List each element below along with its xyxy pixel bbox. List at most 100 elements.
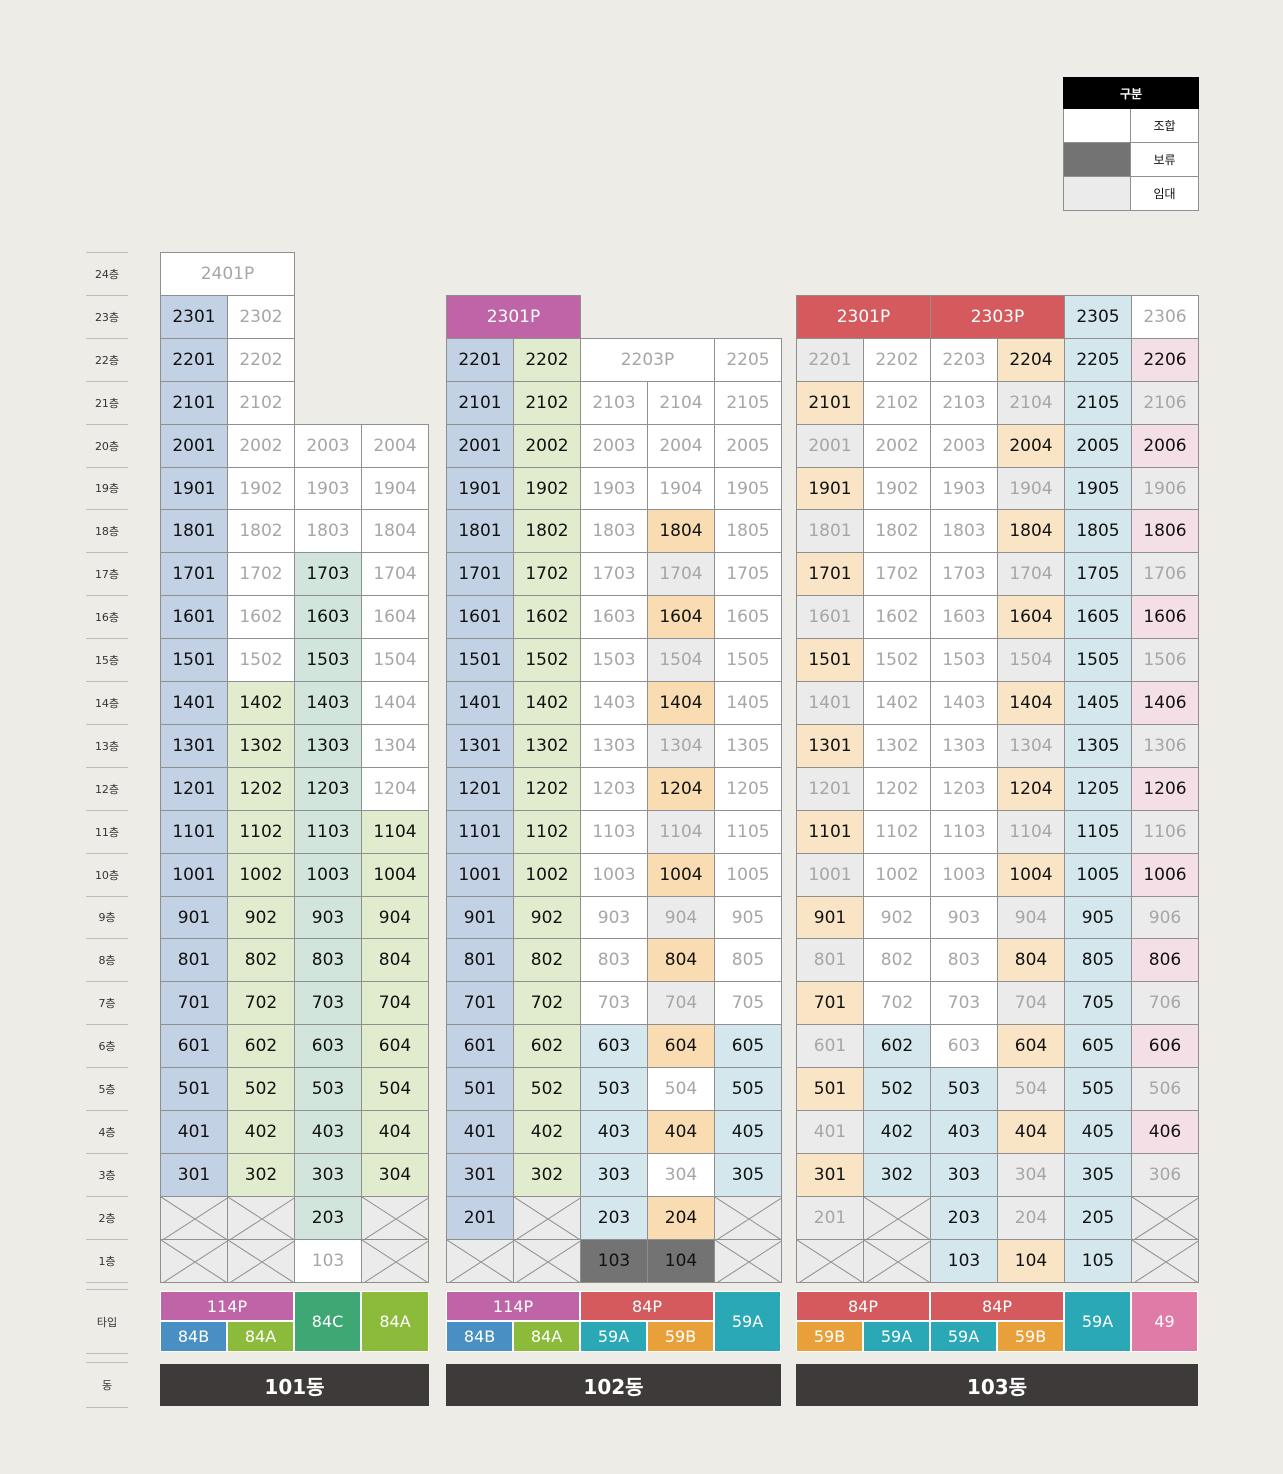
unit-103-1901: 1901: [796, 467, 864, 510]
unit-102-905: 905: [714, 896, 782, 939]
unit-103-704: 704: [997, 981, 1065, 1025]
unit-101-1404: 1404: [361, 681, 429, 725]
unavailable-cell: [513, 1196, 581, 1240]
unit-103-602: 602: [863, 1024, 931, 1068]
unit-103-2103: 2103: [930, 381, 998, 425]
unit-103-504: 504: [997, 1067, 1065, 1111]
unit-103-104: 104: [997, 1239, 1065, 1283]
unit-103-806: 806: [1131, 938, 1199, 982]
floor-divider: [86, 1362, 128, 1363]
unit-101-1801: 1801: [160, 509, 228, 553]
unit-101-2302: 2302: [227, 295, 295, 339]
unit-103-1103: 1103: [930, 810, 998, 854]
unit-103-2006: 2006: [1131, 424, 1199, 468]
unit-103-2002: 2002: [863, 424, 931, 468]
type-cell: 84B: [160, 1321, 227, 1352]
unit-102-602: 602: [513, 1024, 581, 1068]
unit-101-2401P: 2401P: [160, 252, 295, 296]
unit-103-1503: 1503: [930, 638, 998, 682]
unit-103-2201: 2201: [796, 338, 864, 382]
unavailable-cell: [160, 1196, 228, 1240]
unit-101-303: 303: [294, 1153, 362, 1197]
unit-103-1005: 1005: [1064, 853, 1132, 897]
unit-101-1504: 1504: [361, 638, 429, 682]
unit-103-2005: 2005: [1064, 424, 1132, 468]
floor-divider: [86, 1289, 128, 1290]
unit-101-1803: 1803: [294, 509, 362, 553]
unit-103-1606: 1606: [1131, 595, 1199, 639]
type-cell: 59B: [796, 1321, 863, 1352]
unavailable-cell: [227, 1239, 295, 1283]
unit-103-506: 506: [1131, 1067, 1199, 1111]
unit-103-1806: 1806: [1131, 509, 1199, 553]
unit-103-2306: 2306: [1131, 295, 1199, 339]
unit-102-605: 605: [714, 1024, 782, 1068]
unit-103-404: 404: [997, 1110, 1065, 1154]
unit-101-704: 704: [361, 981, 429, 1025]
unit-103-505: 505: [1064, 1067, 1132, 1111]
unit-103-1704: 1704: [997, 552, 1065, 596]
unavailable-cell: [714, 1196, 782, 1240]
type-cell: 84A: [227, 1321, 294, 1352]
unit-102-1604: 1604: [647, 595, 715, 639]
legend-swatch-reserved: [1064, 143, 1131, 176]
unit-101-1401: 1401: [160, 681, 228, 725]
type-cell: 49: [1131, 1291, 1198, 1352]
floor-divider: [86, 724, 128, 725]
unit-102-1102: 1102: [513, 810, 581, 854]
unit-101-2003: 2003: [294, 424, 362, 468]
unit-102-505: 505: [714, 1067, 782, 1111]
unit-101-1603: 1603: [294, 595, 362, 639]
unit-101-1104: 1104: [361, 810, 429, 854]
unit-102-2205: 2205: [714, 338, 782, 382]
unit-101-203: 203: [294, 1196, 362, 1240]
unit-102-1704: 1704: [647, 552, 715, 596]
unavailable-cell: [227, 1196, 295, 1240]
floor-divider: [86, 1407, 128, 1408]
unavailable-cell: [361, 1196, 429, 1240]
unit-103-804: 804: [997, 938, 1065, 982]
floor-label: 21층: [94, 396, 120, 410]
legend-title: 구분: [1063, 77, 1199, 109]
unit-103-401: 401: [796, 1110, 864, 1154]
floor-label: 7층: [98, 996, 116, 1010]
floor-label: 22층: [94, 353, 120, 367]
floor-label: 17층: [94, 567, 120, 581]
unit-103-705: 705: [1064, 981, 1132, 1025]
unit-103-605: 605: [1064, 1024, 1132, 1068]
unit-101-1701: 1701: [160, 552, 228, 596]
unit-103-304: 304: [997, 1153, 1065, 1197]
unit-101-1604: 1604: [361, 595, 429, 639]
floor-divider: [86, 552, 128, 553]
unit-103-2101: 2101: [796, 381, 864, 425]
type-cell: 84P: [796, 1291, 930, 1321]
unit-102-2301P: 2301P: [446, 295, 581, 339]
floor-divider: [86, 767, 128, 768]
floor-divider: [86, 424, 128, 425]
unit-101-1203: 1203: [294, 767, 362, 811]
unit-102-1405: 1405: [714, 681, 782, 725]
unit-103-1506: 1506: [1131, 638, 1199, 682]
unit-102-303: 303: [580, 1153, 648, 1197]
floor-label: 20층: [94, 439, 120, 453]
unit-103-105: 105: [1064, 1239, 1132, 1283]
unit-101-2001: 2001: [160, 424, 228, 468]
unit-102-404: 404: [647, 1110, 715, 1154]
unit-102-603: 603: [580, 1024, 648, 1068]
unit-102-903: 903: [580, 896, 648, 939]
unit-102-1101: 1101: [446, 810, 514, 854]
unit-102-601: 601: [446, 1024, 514, 1068]
floor-divider: [86, 1196, 128, 1197]
type-cell: 84B: [446, 1321, 513, 1352]
unit-103-1902: 1902: [863, 467, 931, 510]
unit-102-1903: 1903: [580, 467, 648, 510]
unit-103-803: 803: [930, 938, 998, 982]
unit-103-1001: 1001: [796, 853, 864, 897]
unavailable-cell: [796, 1239, 864, 1283]
floor-label: 15층: [94, 653, 120, 667]
type-cell: 114P: [160, 1291, 294, 1321]
unit-102-1401: 1401: [446, 681, 514, 725]
type-cell: 59A: [930, 1321, 997, 1352]
unit-102-1205: 1205: [714, 767, 782, 811]
unit-101-401: 401: [160, 1110, 228, 1154]
